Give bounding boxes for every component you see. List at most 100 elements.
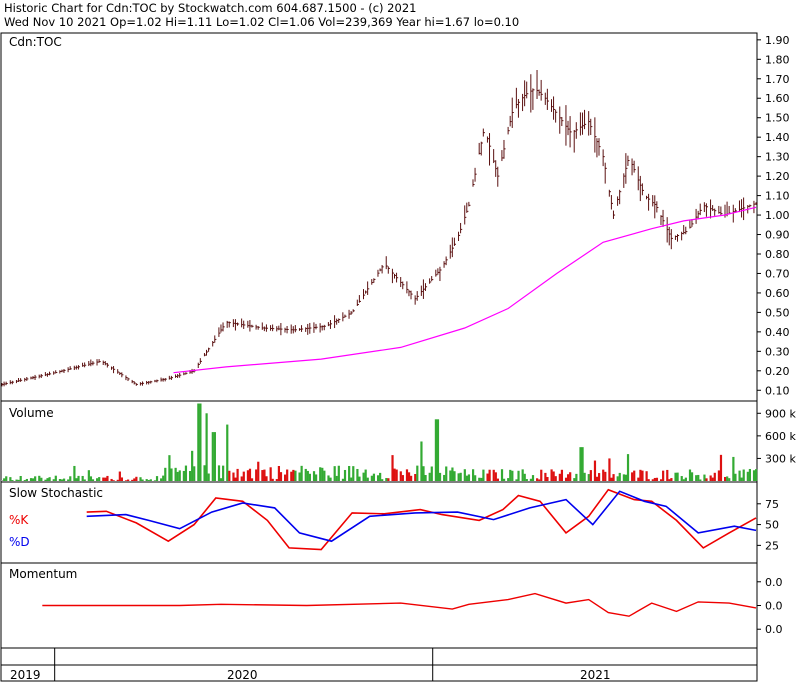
volume-bar	[486, 473, 489, 481]
volume-bar	[17, 479, 20, 481]
volume-bar	[728, 478, 731, 481]
volume-bar	[496, 478, 499, 481]
volume-bar	[509, 469, 512, 481]
volume-bar	[81, 475, 84, 481]
volume-bar	[193, 466, 196, 481]
volume-bar	[246, 470, 250, 481]
volume-bar	[306, 470, 309, 481]
volume-axis-tick-label: 600 k	[765, 430, 796, 443]
volume-bar	[554, 476, 557, 481]
volume-bar	[5, 476, 8, 481]
volume-bar	[58, 478, 62, 481]
volume-bar	[341, 478, 345, 481]
volume-bar	[110, 478, 113, 481]
stochastic-axis-ticks: 75 50 25	[757, 498, 779, 552]
volume-bar	[521, 469, 524, 481]
volume-bar	[120, 477, 124, 481]
price-axis-tick-label: 1.40	[765, 131, 790, 144]
volume-bar	[67, 479, 70, 481]
volume-bar	[531, 475, 535, 481]
volume-bar	[666, 469, 669, 481]
volume-bar	[370, 475, 373, 481]
volume-bar	[275, 479, 278, 481]
volume-bar	[393, 468, 396, 481]
volume-bar	[337, 465, 340, 481]
volume-bar	[717, 470, 721, 481]
volume-bar	[263, 469, 266, 481]
volume-bar	[463, 469, 466, 481]
volume-bar	[31, 478, 35, 481]
volume-bar	[219, 478, 223, 481]
volume-bar	[135, 476, 138, 481]
volume-bar	[711, 477, 714, 481]
volume-bar	[424, 475, 427, 481]
volume-bar	[676, 472, 679, 481]
volume-bar	[188, 470, 192, 481]
volume-bar	[199, 403, 202, 481]
volume-bar	[726, 476, 729, 481]
volume-bar	[197, 403, 200, 481]
volume-bar	[645, 471, 648, 481]
volume-bar	[205, 413, 208, 481]
volume-bar	[91, 479, 95, 481]
volume-bar	[358, 476, 361, 481]
volume-bar	[399, 471, 402, 481]
volume-bar	[153, 480, 157, 481]
volume-bar	[366, 477, 369, 481]
volume-bar	[250, 478, 254, 481]
volume-panel-title: Volume	[9, 406, 54, 420]
volume-bar	[381, 479, 384, 481]
volume-bar	[364, 469, 367, 481]
volume-bar	[170, 468, 173, 481]
volume-bar	[755, 469, 758, 481]
volume-bar	[738, 470, 741, 481]
volume-bar	[343, 469, 347, 481]
momentum-axis-tick-label: 0.0	[765, 576, 783, 589]
volume-bar	[752, 470, 756, 481]
volume-bar	[23, 480, 26, 481]
volume-bar	[226, 424, 229, 481]
volume-bar	[474, 475, 477, 481]
volume-bar	[139, 477, 142, 481]
volume-bar	[581, 447, 584, 481]
volume-bar	[451, 467, 454, 481]
price-axis-tick-label: 1.70	[765, 73, 790, 86]
volume-bar	[420, 441, 423, 481]
volume-bar	[222, 465, 225, 481]
volume-bar	[29, 478, 33, 481]
volume-bar	[684, 477, 687, 481]
volume-bar	[523, 473, 526, 481]
volume-bar	[131, 479, 134, 481]
volume-bar	[647, 479, 650, 481]
price-axis-tick-label: 1.80	[765, 53, 790, 66]
volume-bar	[471, 469, 475, 481]
volume-bar	[127, 479, 130, 481]
momentum-axis-tick-label: 0.0	[765, 600, 783, 613]
volume-bar	[703, 474, 706, 481]
volume-bar	[713, 472, 716, 481]
stochastic-lines	[86, 488, 757, 551]
volume-bar	[602, 469, 605, 481]
volume-bar	[457, 473, 460, 481]
price-axis-tick-label: 0.60	[765, 287, 790, 300]
volume-bar	[356, 468, 359, 481]
volume-bar	[269, 467, 272, 481]
price-axis-tick-label: 1.60	[765, 92, 790, 105]
volume-bar	[517, 470, 520, 481]
volume-bar	[515, 479, 518, 481]
volume-bar	[277, 465, 281, 481]
price-panel-title: Cdn:TOC	[9, 35, 62, 49]
volume-bar	[732, 456, 735, 481]
volume-bar	[719, 454, 723, 481]
stoch-d-legend: %D	[9, 535, 30, 549]
volume-bar	[25, 478, 28, 481]
volume-bar	[234, 477, 237, 481]
volume-bar	[15, 479, 18, 481]
volume-bar	[579, 447, 582, 481]
volume-bar	[104, 477, 107, 481]
price-axis-tick-label: 0.80	[765, 248, 790, 261]
volume-bar	[319, 467, 322, 481]
price-bars	[1, 70, 758, 387]
volume-bar	[308, 473, 311, 481]
volume-bar	[567, 474, 570, 481]
